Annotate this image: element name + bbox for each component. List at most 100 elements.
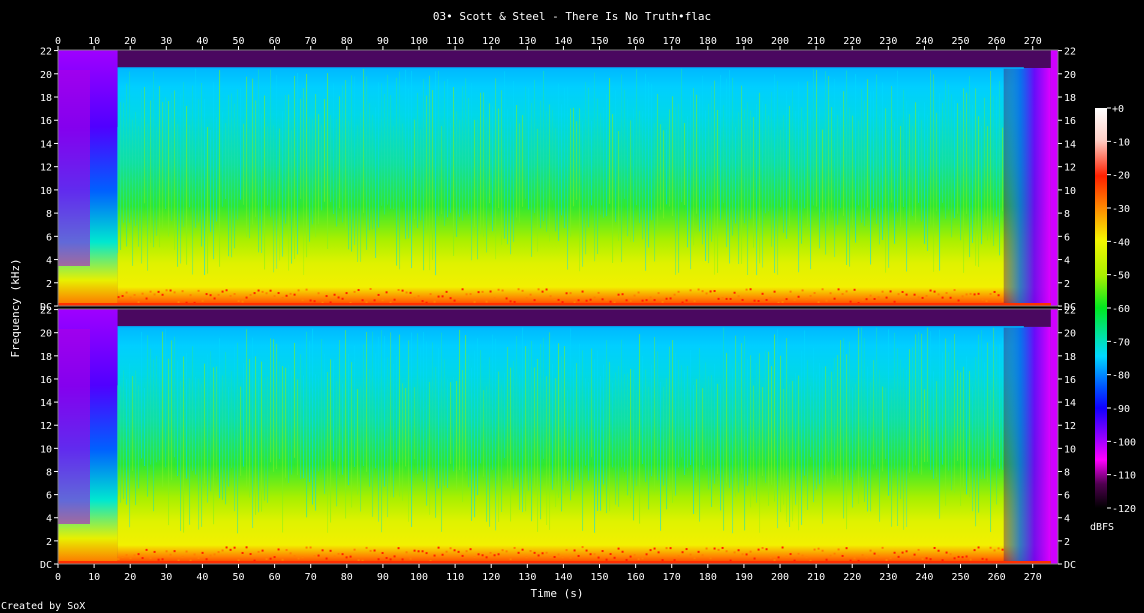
bass-hot-mark xyxy=(689,289,692,292)
bass-hot-mark xyxy=(925,294,928,297)
bass-hot-mark xyxy=(433,554,436,557)
bass-hot-mark xyxy=(469,548,472,551)
bass-hot-mark xyxy=(229,548,232,551)
x-tick-label: 250 xyxy=(951,36,969,47)
bass-hot-mark xyxy=(985,558,988,561)
x-axis-label: Time (s) xyxy=(531,587,584,600)
bass-hot-mark xyxy=(829,554,832,557)
bass-hot-mark xyxy=(657,292,660,295)
bass-hot-mark xyxy=(389,558,392,561)
bass-hot-mark xyxy=(833,297,836,300)
bass-hot-mark xyxy=(769,556,772,559)
bass-hot-mark xyxy=(421,300,424,303)
bass-hot-mark xyxy=(677,555,680,558)
bass-hot-mark xyxy=(685,299,688,302)
bass-hot-mark xyxy=(837,548,840,551)
colorbar-tick-label: -80 xyxy=(1112,371,1130,382)
intro-quiet-band xyxy=(58,329,90,524)
bass-hot-mark xyxy=(317,292,320,295)
x-tick-label: 130 xyxy=(518,36,536,47)
y-tick-label: 2 xyxy=(46,279,52,290)
bass-hot-mark xyxy=(693,300,696,303)
bass-hot-mark xyxy=(597,291,600,294)
y-tick-label: 14 xyxy=(1064,139,1076,150)
bass-hot-mark xyxy=(889,557,892,560)
bass-hot-band xyxy=(117,546,1004,562)
y-tick-label: 6 xyxy=(46,232,52,243)
bass-hot-mark xyxy=(893,300,896,303)
bass-hot-mark xyxy=(613,556,616,559)
bass-hot-mark xyxy=(641,299,644,302)
y-tick-label: 20 xyxy=(1064,70,1076,81)
bass-hot-mark xyxy=(989,293,992,296)
y-tick-label: 16 xyxy=(40,116,52,127)
y-tick-label: 10 xyxy=(40,186,52,197)
bass-hot-mark xyxy=(177,301,180,304)
bass-hot-mark xyxy=(825,558,828,561)
bass-hot-mark xyxy=(565,549,568,552)
bass-hot-mark xyxy=(665,297,668,300)
bass-hot-mark xyxy=(833,552,836,555)
x-tick-label: 230 xyxy=(879,36,897,47)
bass-hot-mark xyxy=(681,301,684,304)
bass-hot-mark xyxy=(269,289,272,292)
bass-hot-mark xyxy=(785,555,788,558)
bass-hot-mark xyxy=(761,547,764,550)
bass-hot-mark xyxy=(841,293,844,296)
bass-hot-mark xyxy=(521,548,524,551)
bass-hot-mark xyxy=(581,546,584,549)
bass-hot-mark xyxy=(941,559,944,562)
bass-hot-mark xyxy=(621,550,624,553)
x-tick-label: 80 xyxy=(341,572,353,583)
bass-hot-mark xyxy=(653,299,656,302)
bass-hot-mark xyxy=(341,553,344,556)
bass-hot-mark xyxy=(869,294,872,297)
bass-hot-mark xyxy=(497,288,500,291)
fadeout-overlay xyxy=(1003,326,1051,564)
x-tick-label: 220 xyxy=(843,36,861,47)
bass-hot-mark xyxy=(393,555,396,558)
bass-hot-mark xyxy=(853,557,856,560)
bass-hot-mark xyxy=(233,293,236,296)
x-tick-label: 50 xyxy=(232,572,244,583)
y-tick-label: DC xyxy=(40,302,52,313)
bass-hot-mark xyxy=(609,300,612,303)
bass-hot-mark xyxy=(665,547,668,550)
y-tick-label: 6 xyxy=(1064,232,1070,243)
x-tick-label: 230 xyxy=(879,572,897,583)
bass-hot-mark xyxy=(133,294,136,297)
bass-hot-mark xyxy=(713,547,716,550)
bass-hot-mark xyxy=(377,558,380,561)
bass-hot-mark xyxy=(121,555,124,558)
y-tick-label: 14 xyxy=(40,398,52,409)
bass-hot-mark xyxy=(277,292,280,295)
bass-hot-mark xyxy=(865,298,868,301)
bass-hot-mark xyxy=(129,557,132,560)
bass-hot-mark xyxy=(301,299,304,302)
bass-hot-mark xyxy=(329,549,332,552)
bass-hot-mark xyxy=(297,557,300,560)
bass-hot-mark xyxy=(501,289,504,292)
bass-hot-mark xyxy=(557,298,560,301)
bass-hot-mark xyxy=(317,554,320,557)
bass-hot-mark xyxy=(465,293,468,296)
bass-hot-mark xyxy=(997,547,1000,550)
bass-hot-mark xyxy=(549,295,552,298)
bass-hot-mark xyxy=(309,299,312,302)
x-tick-label: 0 xyxy=(55,36,61,47)
x-tick-label: 140 xyxy=(554,36,572,47)
bass-hot-mark xyxy=(845,547,848,550)
bass-hot-mark xyxy=(585,299,588,302)
colorbar-tick-label: -40 xyxy=(1112,237,1130,248)
bass-hot-mark xyxy=(561,556,564,559)
bass-hot-mark xyxy=(329,301,332,304)
bass-hot-mark xyxy=(733,551,736,554)
bass-hot-mark xyxy=(357,289,360,292)
bass-hot-mark xyxy=(825,299,828,302)
bass-hot-mark xyxy=(205,558,208,561)
bass-hot-mark xyxy=(965,293,968,296)
bass-hot-mark xyxy=(337,552,340,555)
y-tick-label: 22 xyxy=(1064,47,1076,58)
bass-hot-mark xyxy=(681,551,684,554)
bass-hot-mark xyxy=(757,548,760,551)
